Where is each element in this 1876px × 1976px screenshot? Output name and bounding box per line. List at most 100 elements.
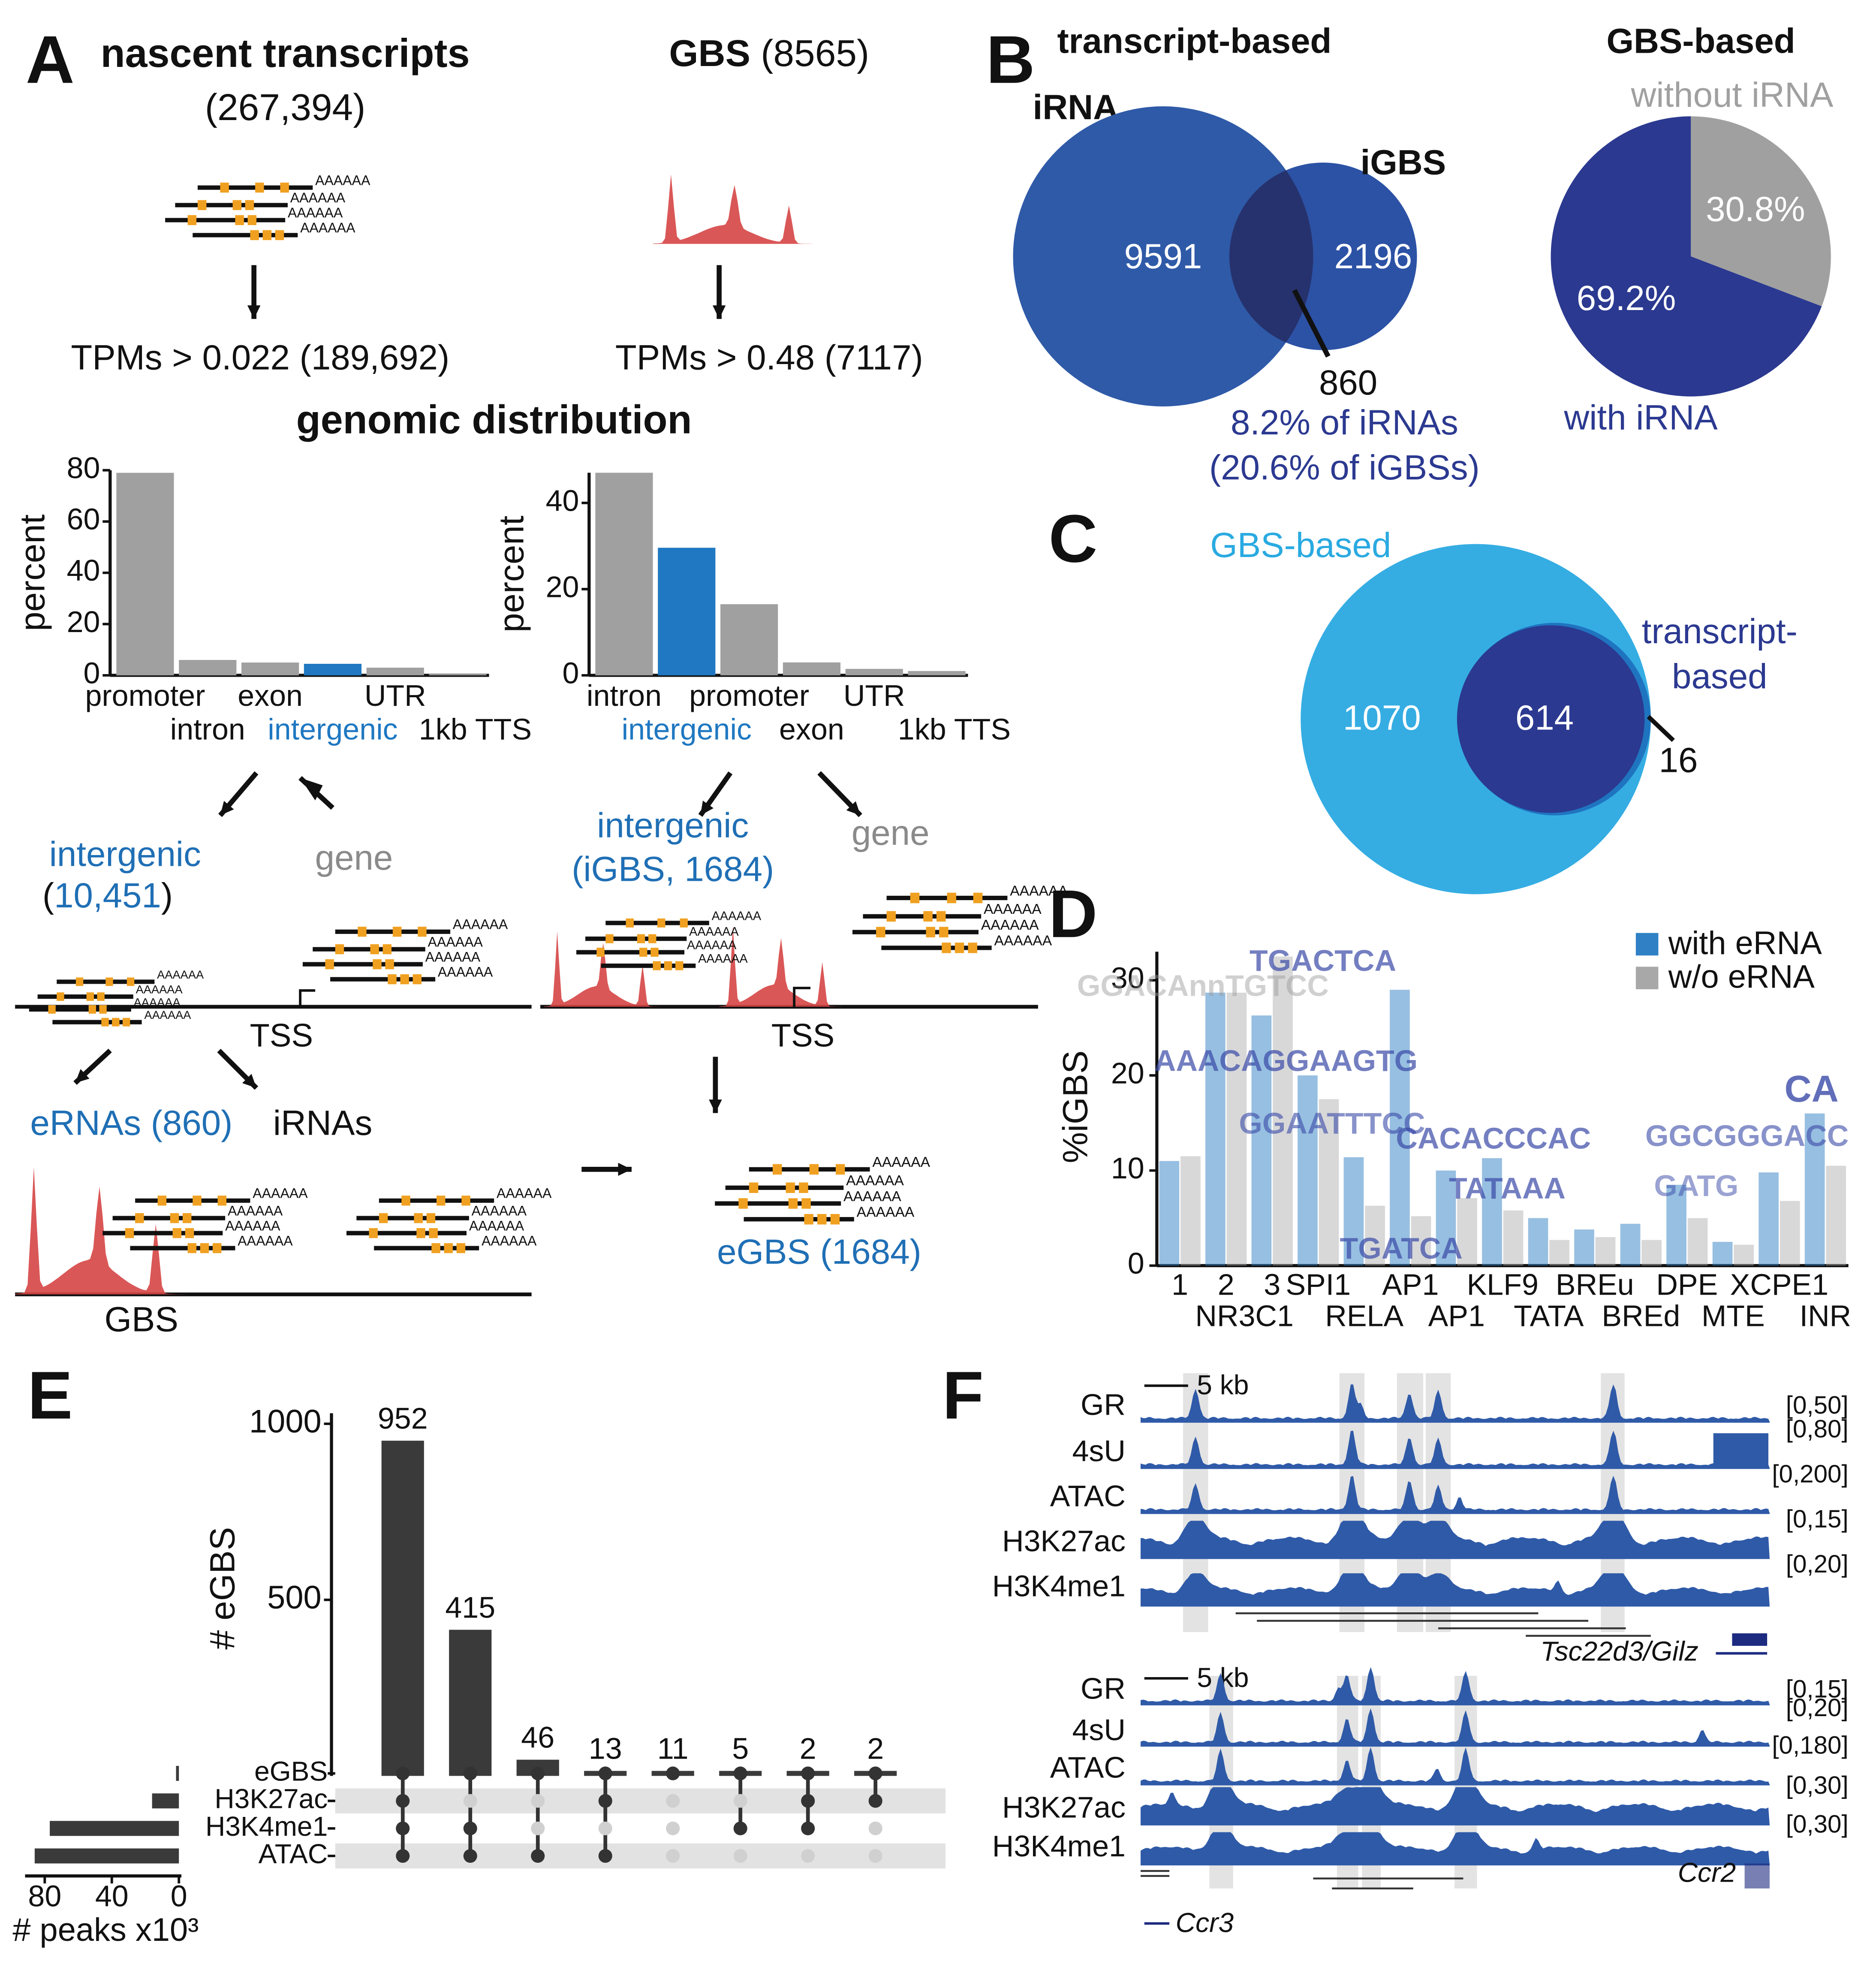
exon [772, 1164, 782, 1175]
matrix-dot [801, 1766, 815, 1780]
gbs-peak [719, 925, 857, 1007]
bar [1549, 1240, 1569, 1266]
exon [187, 1243, 197, 1253]
poly-a: AAAAAA [984, 901, 1042, 917]
bar [1482, 1158, 1502, 1266]
gbs-peak [15, 1167, 203, 1295]
bar [1226, 992, 1247, 1266]
exon [187, 215, 197, 225]
motif-logo: TATAAA [1449, 1172, 1566, 1205]
exon [738, 1198, 748, 1209]
bar [1620, 1223, 1641, 1266]
exon [418, 927, 427, 937]
exon [923, 911, 933, 922]
bar [1780, 1201, 1800, 1266]
y-axis-label: percent [492, 515, 531, 633]
matrix-dot [733, 1849, 747, 1863]
x-tick-label: XCPE1 [1730, 1268, 1828, 1301]
arrow-head [709, 1099, 722, 1113]
exon [200, 1243, 209, 1253]
matrix-dot [396, 1794, 410, 1808]
data-label: 952 [378, 1401, 428, 1435]
track-range: [0,200] [1772, 1460, 1848, 1488]
motif-logo: GGCGGGACC [1645, 1119, 1849, 1152]
bar [1159, 1161, 1180, 1266]
matrix-dot [396, 1766, 410, 1780]
bar [1687, 1218, 1708, 1266]
exon [193, 1196, 202, 1206]
x-tick-label: DPE [1656, 1268, 1718, 1301]
exon [804, 1214, 813, 1225]
bar [381, 1440, 424, 1776]
exon [262, 230, 272, 240]
poly-a: AAAAAA [846, 1173, 904, 1189]
poly-a: AAAAAA [453, 917, 508, 932]
x-tick-label: SPI1 [1286, 1268, 1351, 1301]
bar [1712, 1241, 1733, 1266]
bar [1436, 1170, 1456, 1266]
matrix-dot [463, 1766, 477, 1780]
data-label: 415 [445, 1590, 495, 1624]
label-part: 10,451 [54, 876, 161, 915]
set-size-bar [176, 1766, 179, 1781]
x-tick-label: intron [170, 713, 245, 746]
bar [1503, 1210, 1524, 1266]
label: 2196 [1334, 237, 1412, 276]
legend-label: without iRNA [1630, 75, 1833, 114]
bar [1826, 1166, 1846, 1266]
bar [1251, 1015, 1272, 1266]
exon [650, 948, 659, 957]
exon [413, 974, 422, 985]
exon [212, 1243, 222, 1253]
tss-arrow [793, 987, 811, 1007]
motif-logo: TGACTCA [1250, 944, 1396, 977]
x-tick-label: 3 [1264, 1268, 1280, 1301]
bar [366, 667, 424, 675]
exon [809, 1164, 819, 1175]
line [1647, 715, 1675, 742]
matrix-dot [531, 1794, 545, 1808]
exon [876, 927, 885, 937]
bar [1180, 1156, 1201, 1266]
matrix-dot [666, 1766, 680, 1780]
matrix-dot [801, 1794, 815, 1808]
arrow-head [300, 778, 323, 801]
poly-a: AAAAAA [134, 995, 181, 1009]
track-name: H3K4me1 [992, 1569, 1126, 1602]
panel-label: F [943, 1358, 984, 1433]
y-tick-label: 0 [1128, 1247, 1144, 1280]
arrow-head [700, 801, 714, 816]
matrix-dot [463, 1794, 477, 1808]
exon [275, 230, 284, 240]
exon [373, 959, 382, 970]
bar [595, 473, 653, 675]
exon [182, 1213, 192, 1223]
x-tick-label: exon [779, 713, 844, 746]
x-tick-label: INR [1800, 1299, 1852, 1332]
matrix-dot [531, 1821, 545, 1835]
y-tick-label: 0 [563, 656, 579, 690]
y-tick-label: 80 [67, 451, 100, 485]
motif-logo: AAACAGGAAGTG [1154, 1044, 1418, 1077]
poly-a: AAAAAA [712, 909, 762, 923]
motif-logo: GGAATTTCC [1239, 1106, 1425, 1140]
poly-a: AAAAAA [843, 1189, 901, 1205]
label: intergenic [597, 806, 749, 845]
label: TSS [771, 1018, 834, 1054]
exon [122, 1018, 130, 1027]
poly-a: AAAAAA [981, 917, 1039, 933]
exon [335, 944, 344, 955]
bar [1666, 1184, 1686, 1266]
arrow-head [712, 305, 726, 319]
bar [1205, 992, 1226, 1266]
legend-label: w/o eRNA [1668, 959, 1815, 995]
set-label: eGBS [254, 1756, 328, 1786]
exon [245, 200, 254, 210]
legend-label: with eRNA [1668, 925, 1822, 961]
motif-logo: CA [1784, 1068, 1838, 1110]
exon [461, 1196, 470, 1206]
x-tick-label: BREd [1602, 1299, 1680, 1332]
data-label: 5 [732, 1732, 749, 1765]
